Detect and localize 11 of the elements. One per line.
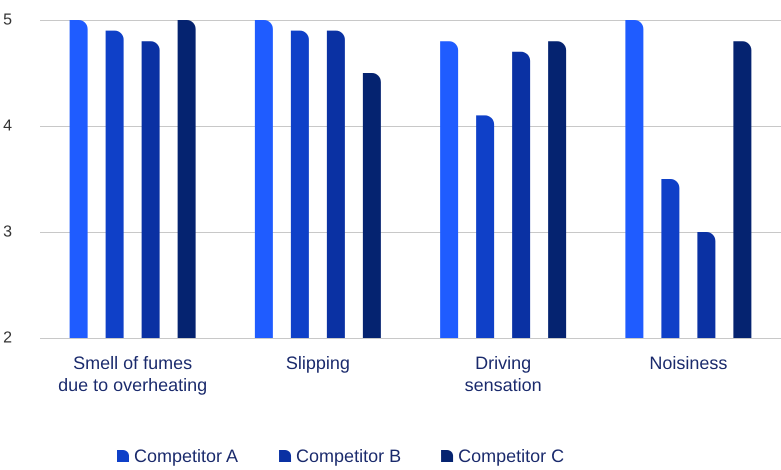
legend-label: Competitor A xyxy=(134,446,238,466)
legend-label: Competitor B xyxy=(296,446,402,466)
y-tick-label: 5 xyxy=(3,12,12,28)
x-tick-label: Slipping xyxy=(286,353,350,373)
legend-label: Competitor C xyxy=(458,446,564,466)
x-tick-label: Smell of fumes due to overheating xyxy=(58,353,208,395)
y-tick-label: 2 xyxy=(3,330,12,346)
y-tick-label: 3 xyxy=(3,224,12,240)
x-tick-label: Noisiness xyxy=(649,353,728,373)
x-tick-label: Driving sensation xyxy=(464,353,542,395)
y-tick-label: 4 xyxy=(3,118,12,134)
